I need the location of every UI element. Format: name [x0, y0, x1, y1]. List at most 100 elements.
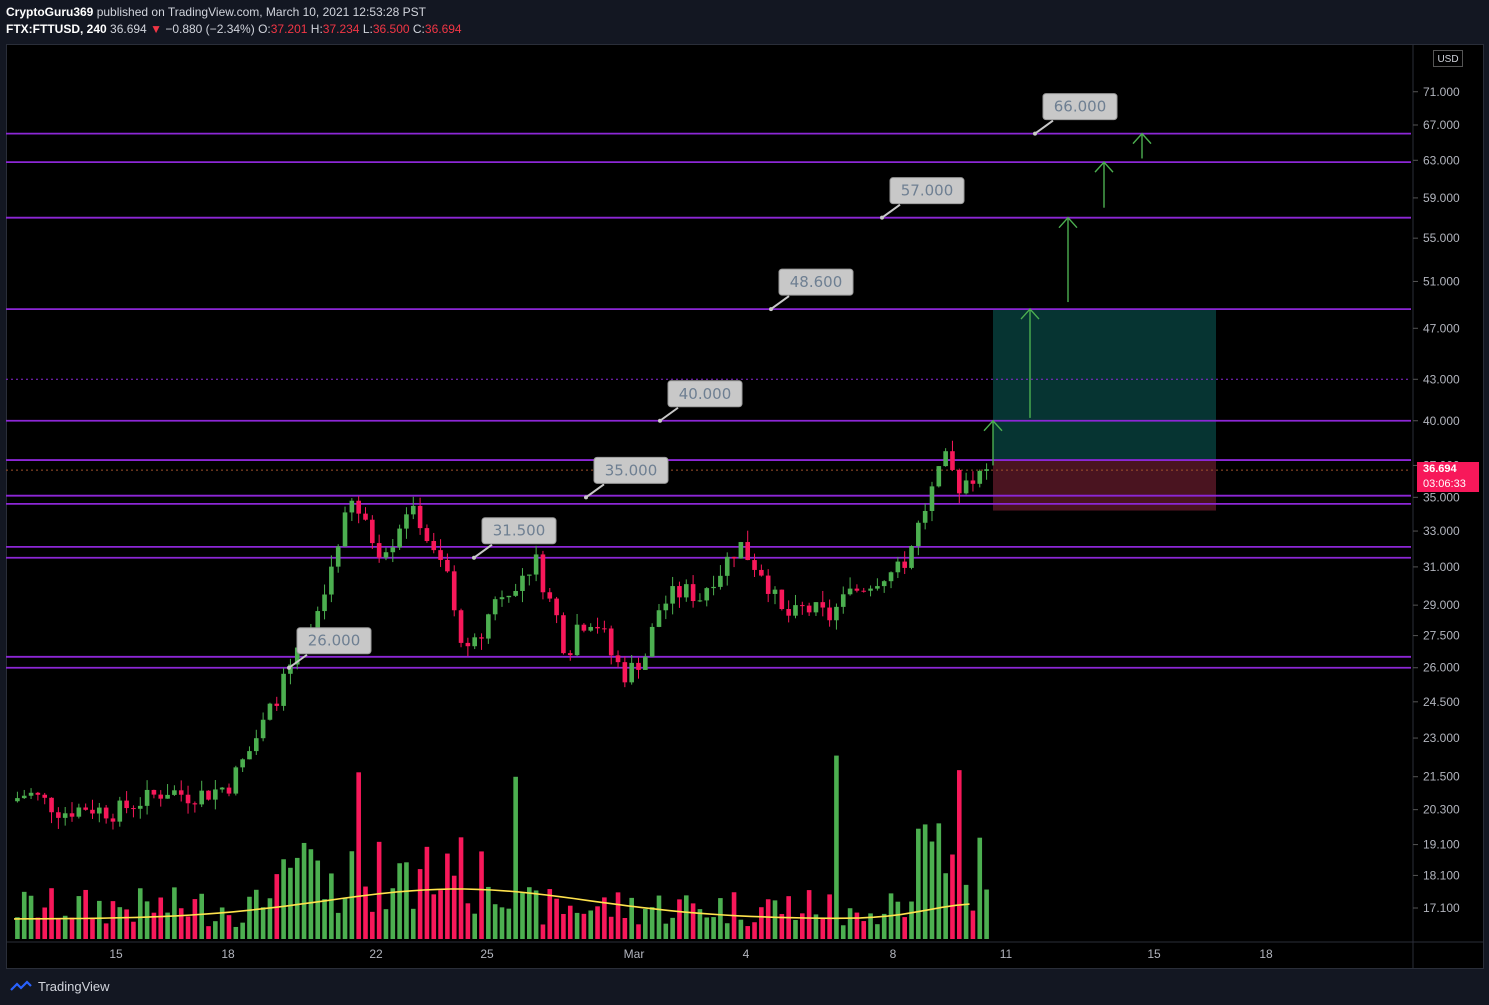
published-text: published on TradingView.com, March 10, … — [93, 5, 427, 19]
candle-body — [827, 607, 832, 621]
candle-body — [376, 543, 382, 558]
volume-bar — [390, 888, 396, 939]
candle-body — [800, 605, 805, 607]
volume-bar — [840, 925, 846, 939]
candle-body — [479, 637, 484, 639]
candle-body — [315, 611, 321, 630]
date-tick-label: 22 — [369, 947, 383, 961]
volume-bar — [909, 901, 914, 939]
volume-bar — [643, 908, 648, 939]
volume-bar — [950, 854, 955, 939]
tradingview-brand[interactable]: TradingView — [10, 979, 110, 994]
candle-body — [404, 514, 409, 529]
volume-bar — [322, 899, 327, 939]
volume-ma-line — [13, 888, 970, 920]
candle-body — [840, 594, 846, 607]
callout-anchor — [658, 418, 662, 423]
date-tick-label: 18 — [1259, 947, 1273, 961]
volume-bar — [267, 898, 273, 939]
callout-pointer — [473, 543, 493, 559]
callout-pointer — [659, 406, 679, 422]
candle-body — [943, 451, 948, 467]
volume-bar — [410, 908, 416, 939]
volume-bar — [554, 898, 559, 939]
candle-body — [397, 528, 402, 548]
volume-bar — [376, 841, 382, 939]
price-tick-label: 43.000 — [1423, 372, 1460, 386]
candle-body — [984, 469, 989, 471]
author-name[interactable]: CryptoGuru369 — [6, 5, 94, 19]
price-tick-label: 20.300 — [1423, 803, 1460, 817]
candle-body — [335, 546, 341, 567]
date-tick-label: 11 — [1000, 947, 1013, 961]
level-label-text: 31.500 — [493, 522, 546, 540]
volume-bar — [936, 823, 942, 939]
volume-bar — [349, 851, 355, 939]
price-tick-label: 21.500 — [1423, 770, 1460, 784]
volume-bar — [117, 907, 123, 939]
volume-bar — [69, 917, 75, 939]
candle-body — [370, 519, 375, 544]
price-tick-label: 27.500 — [1423, 629, 1460, 643]
candle-body — [499, 597, 505, 600]
candle-body — [363, 513, 368, 520]
candle-body — [240, 759, 245, 768]
level-label-text: 26.000 — [308, 632, 361, 650]
candle-body — [956, 469, 962, 494]
callout-anchor — [584, 495, 588, 500]
volume-bar — [895, 901, 901, 939]
low-label: L: — [362, 22, 373, 36]
symbol-label[interactable]: FTX:FTTUSD, 240 — [6, 22, 107, 36]
volume-bar — [881, 913, 887, 939]
candle-body — [649, 626, 655, 657]
candle-body — [813, 602, 819, 613]
date-tick-label: 4 — [743, 947, 750, 961]
candle-body — [854, 588, 860, 591]
chart-pane[interactable] — [6, 44, 1484, 969]
price-chart[interactable]: 66.000 57.000 48.600 40.000 35.000 31.500 26.0… — [6, 44, 1484, 969]
candle-body — [247, 751, 252, 760]
close-value: 36.694 — [424, 22, 462, 36]
candle-body — [567, 653, 573, 656]
volume-bar — [513, 776, 518, 939]
volume-bar — [800, 913, 805, 939]
callout-anchor — [472, 555, 476, 560]
candles — [15, 440, 989, 830]
currency-badge[interactable]: USD — [1433, 50, 1463, 67]
volume-bar — [151, 912, 157, 939]
callout-anchor — [287, 665, 291, 670]
volume-bar — [984, 889, 989, 939]
volume-bar — [533, 890, 539, 939]
price-tick-label: 17.100 — [1423, 901, 1460, 915]
price-tick-label: 55.000 — [1423, 231, 1460, 245]
volume-bar — [847, 908, 853, 939]
candle-body — [916, 522, 921, 547]
candle-body — [738, 542, 744, 559]
volume-bar — [820, 918, 826, 939]
volume-bar — [772, 900, 778, 939]
candle-body — [356, 500, 361, 514]
candle-body — [424, 528, 430, 542]
volume-bar — [615, 892, 621, 939]
arrow-head-icon — [1094, 161, 1114, 173]
price-tick-label: 24.500 — [1423, 695, 1460, 709]
volume-bar — [199, 893, 204, 939]
volume-bar — [963, 884, 969, 939]
candle-body — [185, 794, 191, 804]
candle-body — [731, 556, 737, 559]
candle-body — [260, 719, 266, 739]
price-tick-label: 59.000 — [1423, 191, 1460, 205]
candle-body — [28, 792, 34, 796]
volume-bar — [527, 887, 532, 939]
callout-anchor — [1033, 131, 1037, 136]
candle-body — [15, 798, 20, 802]
candle-body — [697, 600, 703, 602]
level-label-box — [296, 627, 372, 655]
price-axis: 71.000 67.000 63.000 59.000 55.000 51.000 47.0… — [1412, 44, 1460, 969]
volume-bar — [806, 890, 812, 939]
volume-bar — [561, 913, 566, 939]
volume-bar — [35, 917, 41, 939]
chart-header: CryptoGuru369 published on TradingView.c… — [0, 0, 1489, 44]
volume-bar — [690, 903, 696, 939]
candle-body — [110, 818, 116, 822]
